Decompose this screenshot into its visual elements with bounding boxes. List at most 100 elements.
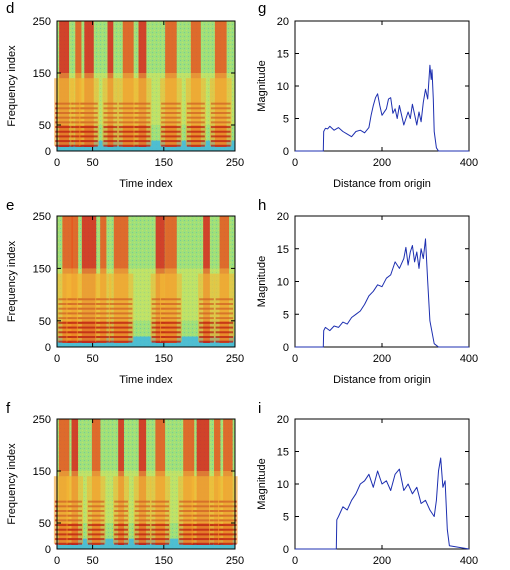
heatmap-harmonic [161,307,181,310]
x-axis-label: Time index [119,374,173,386]
x-tick-label: 250 [226,157,244,169]
heatmap-harmonic [118,126,138,129]
heatmap-harmonic [161,321,181,324]
x-tick-label: 400 [460,555,478,567]
heatmap-harmonic [87,510,105,512]
heatmap [53,419,238,549]
heatmap-harmonic [134,112,151,114]
heatmap-harmonic [210,135,231,138]
heatmap-harmonic [151,514,170,517]
heatmap-harmonic [109,317,133,320]
x-tick-label: 150 [155,353,173,365]
heatmap-harmonic [114,519,128,522]
heatmap-harmonic [55,130,74,133]
heatmap-harmonic [67,302,83,305]
heatmap-harmonic [55,102,74,105]
heatmap-harmonic [186,112,205,114]
heatmap-harmonic [179,528,199,531]
heatmap-harmonic [96,317,111,320]
heatmap-harmonic [55,107,74,110]
heatmap-harmonic [161,112,181,114]
heatmap-harmonic [134,505,151,508]
heatmap-harmonic [55,144,74,147]
heatmap-harmonic [109,340,133,343]
heatmap-low-band [57,336,235,347]
heatmap-harmonic [192,500,214,503]
heatmap-harmonic [151,533,170,536]
heatmap-harmonic [103,130,118,133]
heatmap [57,216,235,347]
heatmap-energy [117,78,139,146]
heatmap-harmonic [87,538,105,541]
heatmap-harmonic [151,500,170,503]
heatmap-harmonic [210,533,225,536]
heatmap-harmonic [77,302,101,305]
heatmap-harmonic [210,140,231,143]
x-axis-label: Time index [119,178,173,190]
heatmap-harmonic [151,538,170,541]
heatmap-harmonic [109,321,133,324]
y-tick-label: 20 [277,414,289,426]
heatmap-harmonic [55,116,74,119]
heatmap-harmonic [109,331,133,334]
heatmap-harmonic [186,130,205,133]
heatmap-harmonic [192,542,214,545]
y-tick-label: 5 [283,114,289,126]
panel-h: h 0 200 400 0 5 10 15 20 Distance from origin Magn… [256,197,478,386]
heatmap-harmonic [151,505,170,508]
heatmap-harmonic [114,514,128,517]
x-tick-label: 200 [373,555,391,567]
heatmap-harmonic [87,514,105,517]
heatmap-harmonic [67,340,83,343]
heatmap-harmonic [134,121,151,124]
heatmap-harmonic [210,102,231,105]
heatmap-harmonic [67,317,83,320]
heatmap-harmonic [186,140,205,143]
heatmap-harmonic [87,542,105,545]
heatmap-harmonic [67,331,83,334]
x-axis-label: Distance from origin [333,178,431,190]
heatmap-harmonic [199,326,214,329]
y-tick-label: 10 [277,81,289,93]
x-tick-label: 150 [155,157,173,169]
x-tick-label: 0 [54,555,60,567]
heatmap-mid-band [57,268,235,321]
heatmap-harmonic [134,102,151,105]
heatmap-harmonic [161,298,181,301]
heatmap-harmonic [210,116,231,119]
x-tick-label: 0 [54,157,60,169]
heatmap-energy [160,78,182,146]
heatmap-harmonic [151,510,170,512]
panel-i: i 0 200 400 0 5 10 15 20 Magnitude [256,400,478,567]
heatmap-harmonic [215,335,234,338]
heatmap-harmonic [77,317,101,320]
heatmap-harmonic [186,144,205,147]
heatmap-harmonic [71,116,86,119]
heatmap-harmonic [96,340,111,343]
heatmap-harmonic [71,102,86,105]
heatmap-harmonic [55,126,74,129]
heatmap-harmonic [219,514,237,517]
heatmap-harmonic [151,542,170,545]
heatmap-energy [102,78,119,146]
heatmap-harmonic [219,538,237,541]
heatmap-harmonic [210,510,225,512]
heatmap-harmonic [215,317,234,320]
heatmap-harmonic [179,538,199,541]
heatmap-energy [209,78,232,146]
heatmap-harmonic [210,130,231,133]
x-tick-label: 150 [155,555,173,567]
y-tick-label: 150 [33,466,51,478]
heatmap-harmonic [87,505,105,508]
heatmap-harmonic [118,116,138,119]
heatmap-harmonic [103,140,118,143]
heatmap-harmonic [67,321,83,324]
heatmap-harmonic [118,102,138,105]
heatmap-harmonic [199,335,214,338]
y-tick-label: 50 [39,120,51,132]
x-tick-label: 250 [226,353,244,365]
y-tick-label: 0 [45,342,51,354]
heatmap-harmonic [96,307,111,310]
heatmap-harmonic [161,144,181,147]
